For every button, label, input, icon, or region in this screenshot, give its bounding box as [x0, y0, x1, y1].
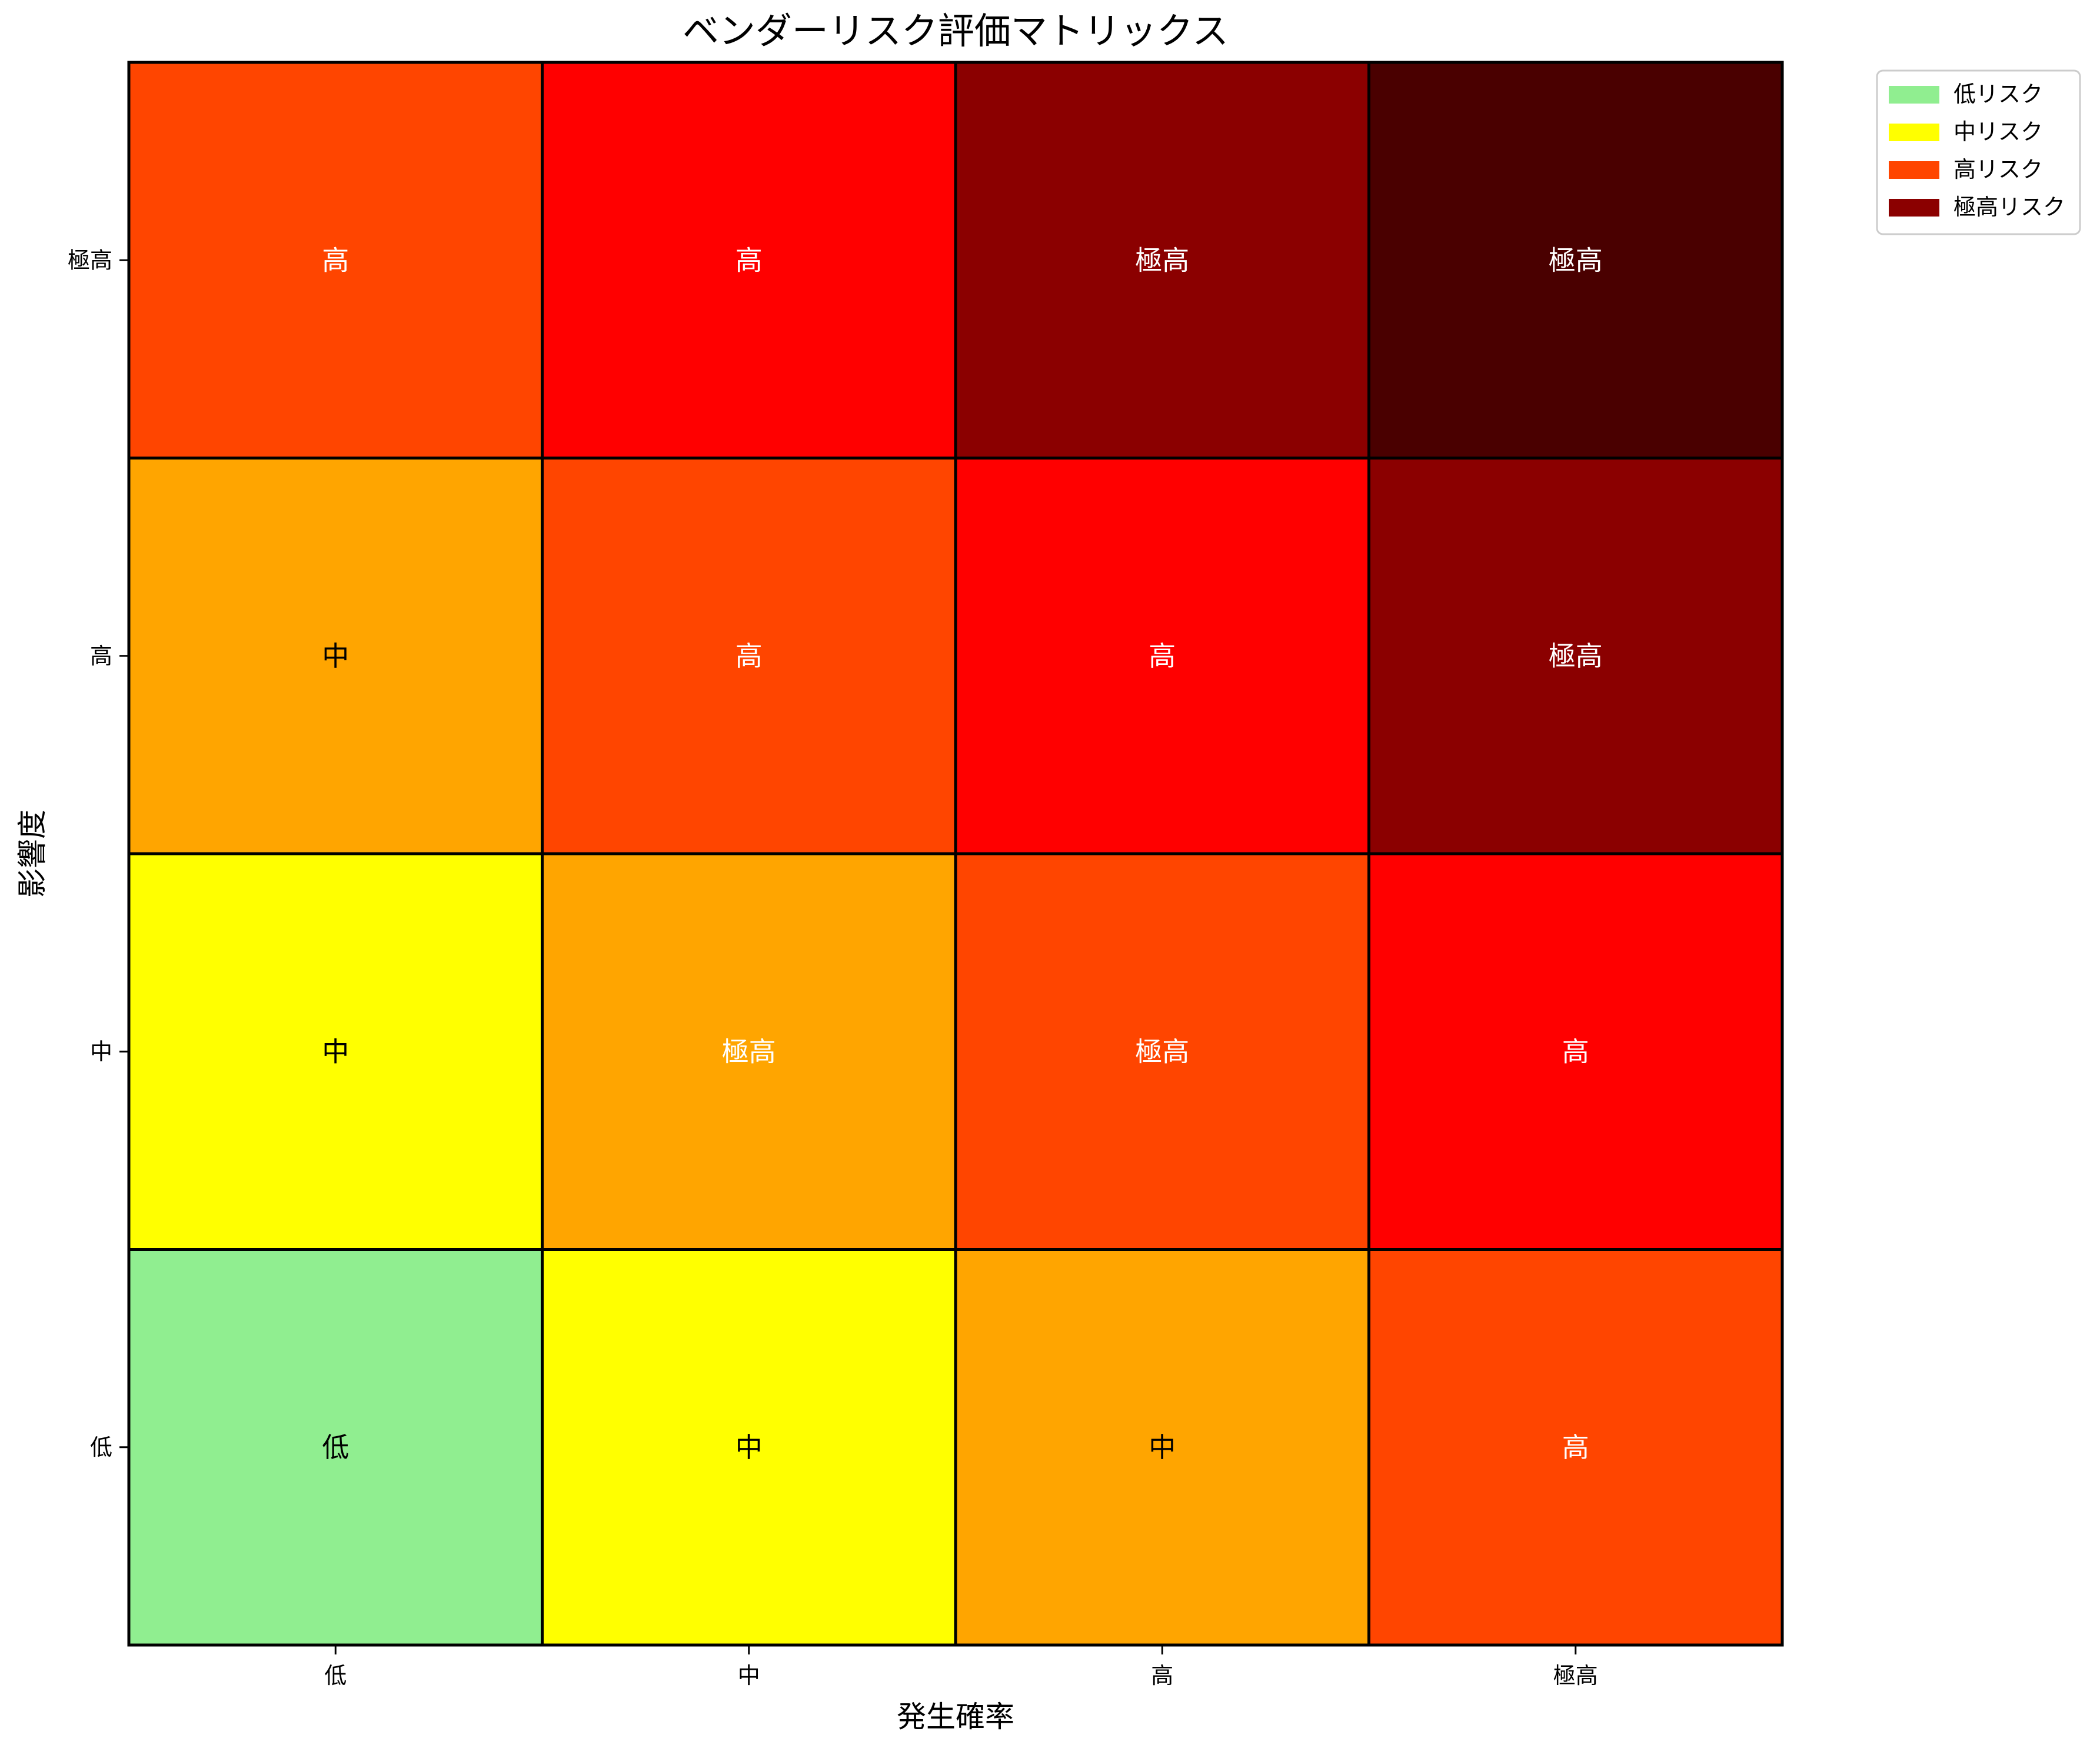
heatmap-cell-label: 極高	[1549, 244, 1603, 276]
y-tick-label: 極高	[68, 247, 112, 273]
heatmap-cell-label: 低	[322, 1431, 349, 1463]
heatmap-cell-label: 極高	[1135, 1036, 1189, 1067]
heatmap-cell-label: 高	[1149, 640, 1176, 672]
heatmap-cell-label: 極高	[1549, 640, 1603, 672]
x-tick-label: 高	[1151, 1663, 1173, 1689]
heatmap-cells	[127, 61, 1784, 1647]
legend-label: 中リスク	[1953, 119, 2043, 145]
heatmap-cell	[954, 852, 1370, 1251]
legend-label: 高リスク	[1953, 157, 2043, 182]
heatmap-cell	[127, 61, 544, 460]
legend-swatch	[1889, 199, 1939, 217]
x-tick-label: 中	[738, 1663, 760, 1689]
legend-swatch	[1889, 161, 1939, 179]
x-axis: 低 中 高 極高	[324, 1645, 1598, 1689]
y-axis: 低 中 高 極高	[68, 247, 129, 1460]
heatmap-cell-label: 中	[1149, 1431, 1176, 1463]
x-tick-label: 低	[324, 1663, 347, 1689]
heatmap-cell	[127, 1248, 544, 1647]
heatmap-cell-label: 高	[736, 640, 763, 672]
heatmap-cell	[1367, 852, 1784, 1251]
heatmap-cell-label: 中	[736, 1431, 763, 1463]
heatmap-cell	[1367, 1248, 1784, 1647]
legend-label: 低リスク	[1953, 81, 2043, 107]
heatmap-cell-label: 中	[322, 640, 349, 672]
plot-frame	[128, 61, 1783, 1646]
legend-swatch	[1889, 86, 1939, 104]
heatmap-cell-label: 中	[322, 1036, 349, 1067]
heatmap-cell	[1367, 61, 1784, 460]
y-tick-label: 低	[90, 1434, 112, 1460]
heatmap-cell	[954, 61, 1370, 460]
y-tick-label: 高	[90, 643, 112, 669]
chart-title: ベンダーリスク評価マトリックス	[683, 9, 1229, 52]
heatmap-cell	[127, 852, 544, 1251]
y-tick-label: 中	[90, 1038, 112, 1064]
x-tick-label: 極高	[1553, 1663, 1598, 1689]
heatmap-cell	[541, 1248, 957, 1647]
heatmap-cell-label: 高	[322, 244, 349, 276]
heatmap-cell-label: 高	[736, 244, 763, 276]
heatmap-cell	[541, 457, 957, 855]
heatmap-cell-label: 極高	[722, 1036, 776, 1067]
heatmap-cell	[541, 852, 957, 1251]
heatmap-cell-label: 高	[1562, 1431, 1589, 1463]
y-axis-label: 影響度	[15, 810, 49, 898]
legend-label: 極高リスク	[1953, 194, 2065, 220]
heatmap-cell-labels: 低中中高中 極高 極高 高中高高極高高高極高 極高	[322, 244, 1603, 1463]
heatmap-cell	[1367, 457, 1784, 855]
x-axis-label: 発生確率	[897, 1700, 1014, 1734]
legend-swatch	[1889, 124, 1939, 141]
heatmap-cell-label: 極高	[1135, 244, 1189, 276]
legend-frame	[1876, 69, 2081, 235]
heatmap-cell-label: 高	[1562, 1036, 1589, 1067]
